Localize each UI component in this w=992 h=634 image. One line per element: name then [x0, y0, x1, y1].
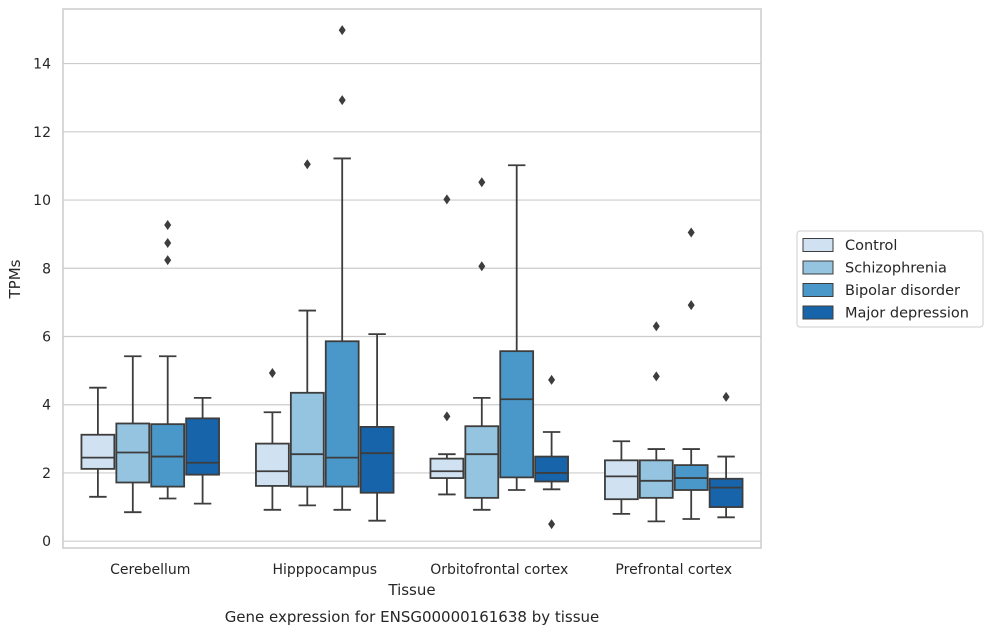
x-tick-label: Orbitofrontal cortex: [430, 562, 568, 578]
box-3-3: [708, 391, 744, 519]
box-1-0: [255, 367, 290, 511]
y-tick-label: 6: [42, 329, 51, 345]
legend-items: Control Schizophrenia Bipolar disorder Majo…: [802, 238, 969, 322]
outlier-point: [443, 411, 451, 422]
box-iqr: [150, 423, 186, 488]
legend-frame: [796, 230, 984, 328]
legend-swatch: [802, 283, 834, 297]
box-1-1: [289, 159, 325, 507]
outlier-point: [652, 371, 660, 382]
box-iqr: [185, 417, 220, 476]
y-tick-label: 0: [42, 534, 51, 550]
outlier-point: [164, 255, 172, 266]
y-tick-label: 2: [42, 466, 51, 482]
y-tick-label: 10: [33, 193, 51, 209]
box-0-2: [150, 219, 186, 500]
box-3-1: [638, 321, 674, 523]
outlier-point: [722, 391, 730, 402]
y-tick-label: 12: [33, 125, 51, 141]
box-iqr: [324, 340, 360, 488]
box-iqr: [708, 477, 744, 508]
outlier-point: [164, 219, 172, 230]
legend-label: Major depression: [845, 306, 969, 322]
box-iqr: [359, 425, 395, 494]
plot-frame: [62, 8, 762, 549]
legend: Control Schizophrenia Bipolar disorder Majo…: [796, 230, 984, 328]
y-tick-label: 14: [33, 57, 51, 73]
legend-swatch: [802, 260, 834, 275]
outlier-point: [548, 374, 556, 385]
box-3-0: [604, 440, 639, 515]
box-0-1: [115, 355, 151, 514]
outlier-point: [548, 519, 556, 530]
box-iqr: [80, 433, 116, 470]
outlier-point: [164, 238, 172, 249]
box-iqr: [464, 425, 500, 499]
x-axis-label: Tissue: [387, 581, 435, 599]
outlier-point: [338, 95, 346, 106]
outlier-point: [268, 367, 276, 378]
box-2-0: [429, 194, 465, 496]
x-tick-label: Hipppocampus: [272, 562, 377, 578]
y-tick-labels: 0 2 4 6 8 10 12 14: [33, 57, 51, 551]
box-iqr: [255, 442, 290, 487]
outlier-point: [303, 159, 311, 170]
legend-label: Control: [845, 238, 897, 254]
outlier-point: [478, 261, 486, 272]
box-iqr: [499, 350, 535, 479]
box-3-2: [673, 227, 709, 520]
figure-caption: Gene expression for ENSG00000161638 by t…: [225, 608, 600, 626]
box-layer: [80, 25, 744, 530]
box-iqr: [604, 459, 639, 501]
box-1-3: [359, 333, 395, 522]
box-0-0: [80, 386, 116, 498]
legend-swatch: [802, 238, 834, 252]
box-2-3: [534, 374, 569, 530]
outlier-point: [687, 300, 695, 311]
x-tick-label: Prefrontal cortex: [615, 562, 732, 578]
box-2-1: [464, 177, 500, 511]
box-2-2: [499, 164, 535, 491]
legend-swatch: [802, 305, 834, 320]
y-axis-label: TPMs: [6, 259, 24, 299]
x-tick-labels: Cerebellum Hipppocampus Orbitofrontal cort…: [110, 562, 732, 578]
box-iqr: [534, 455, 569, 483]
legend-label: Bipolar disorder: [845, 283, 960, 299]
box-0-3: [185, 396, 220, 505]
legend-label: Schizophrenia: [845, 261, 947, 277]
box-iqr: [638, 459, 674, 499]
outlier-point: [443, 194, 451, 205]
box-iqr: [429, 457, 465, 479]
outlier-point: [478, 177, 486, 188]
y-tick-label: 4: [42, 398, 51, 414]
y-tick-label: 8: [42, 261, 51, 277]
x-tick-label: Cerebellum: [110, 562, 190, 578]
outlier-point: [338, 25, 346, 36]
box-1-2: [324, 25, 360, 511]
outlier-point: [652, 321, 660, 332]
box-iqr: [289, 391, 325, 488]
outlier-point: [687, 227, 695, 238]
